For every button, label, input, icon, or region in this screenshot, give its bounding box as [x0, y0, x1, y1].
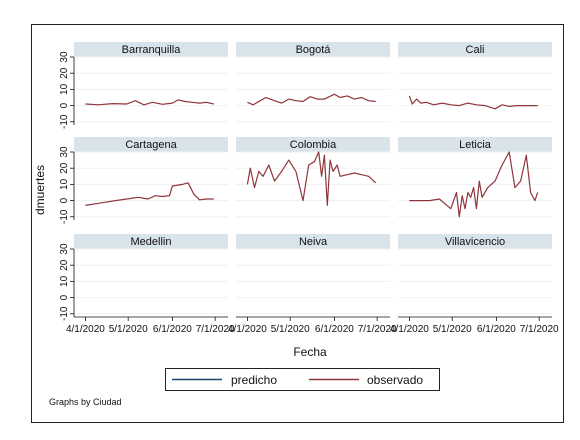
panel-medellin-y-tick-label-2: 10: [59, 275, 70, 287]
facet-panels: Barranquilla -10 0 10 20 30 Bogotá Cali Cartagen…: [59, 42, 559, 335]
panel-cali-title: Cali: [466, 44, 485, 56]
panel-villavicencio-x-tick-label-2: 6/1/2020: [477, 324, 516, 335]
panel-villavicencio-title: Villavicencio: [445, 236, 505, 248]
panel-barranquilla-y-tick-label-2: 10: [59, 83, 70, 95]
panel-neiva: Neiva 4/1/2020 5/1/2020 6/1/2020 7/1/2020: [228, 234, 397, 335]
panel-barranquilla-title: Barranquilla: [122, 44, 182, 56]
legend-box: [165, 368, 440, 391]
panel-neiva-x-tick-label-2: 6/1/2020: [315, 324, 354, 335]
panel-cartagena-title: Cartagena: [125, 139, 177, 151]
panel-villavicencio-x-tick-label-0: 4/1/2020: [390, 324, 429, 335]
panel-neiva-x-tick-label-3: 7/1/2020: [358, 324, 397, 335]
legend-label-observado: observado: [367, 373, 423, 387]
panel-leticia-title: Leticia: [459, 139, 492, 151]
panel-cartagena-y-tick-label-0: -10: [59, 209, 70, 224]
panel-colombia-series-observado: [246, 151, 377, 206]
panel-barranquilla-y-tick-label-3: 20: [59, 67, 70, 79]
panel-bogota-header: [236, 42, 390, 57]
panel-cartagena-y-tick-label-4: 30: [59, 146, 70, 158]
panel-medellin-x-tick-label-3: 7/1/2020: [196, 324, 235, 335]
panel-leticia: Leticia: [398, 137, 552, 218]
panel-colombia-title: Colombia: [290, 139, 337, 151]
panel-colombia-header: [236, 137, 390, 152]
panel-cali-series-observado: [408, 95, 538, 110]
panel-cartagena-y-tick-label-1: 0: [59, 197, 70, 203]
panel-medellin-x-tick-label-0: 4/1/2020: [66, 324, 105, 335]
panel-medellin-y-tick-label-1: 0: [59, 294, 70, 300]
panel-villavicencio-header: [398, 234, 552, 249]
panel-medellin-y-tick-label-4: 30: [59, 243, 70, 255]
panel-medellin-x-tick-label-1: 5/1/2020: [109, 324, 148, 335]
panel-medellin-header: [74, 234, 228, 249]
panel-cali-header: [398, 42, 552, 57]
panel-medellin-x-tick-label-2: 6/1/2020: [153, 324, 192, 335]
chart-frame: [31, 24, 564, 423]
panel-cali: Cali: [398, 42, 552, 123]
panel-bogota-series-observado: [247, 93, 376, 106]
graphs-note: Graphs by Ciudad: [49, 397, 122, 407]
panel-neiva-x-tick-label-1: 5/1/2020: [271, 324, 310, 335]
panel-cartagena-y-tick-label-2: 10: [59, 178, 70, 190]
panel-cartagena: Cartagena -10 0 10 20 30: [59, 137, 228, 224]
panel-medellin-title: Medellin: [131, 236, 172, 248]
panel-barranquilla-header: [74, 42, 228, 57]
panel-neiva-title: Neiva: [299, 236, 328, 248]
panel-bogota: Bogotá: [236, 42, 390, 123]
panel-medellin-y-tick-label-0: -10: [59, 306, 70, 321]
panel-barranquilla-series-observado: [85, 99, 214, 106]
panel-cartagena-series-observado: [85, 182, 214, 206]
panel-barranquilla-y-tick-label-1: 0: [59, 102, 70, 108]
panel-medellin: Medellin -10 0 10 20 30 4/1/2020 5/1/2020 6/1/20…: [59, 234, 235, 335]
panel-leticia-header: [398, 137, 552, 152]
panel-villavicencio-x-tick-label-3: 7/1/2020: [520, 324, 559, 335]
panel-barranquilla-y-tick-label-0: -10: [59, 114, 70, 129]
panel-villavicencio: Villavicencio 4/1/2020 5/1/2020 6/1/2020 7/1…: [390, 234, 559, 335]
panel-cartagena-y-tick-label-3: 20: [59, 162, 70, 174]
panel-barranquilla-y-tick-label-4: 30: [59, 51, 70, 63]
panel-bogota-title: Bogotá: [296, 44, 332, 56]
legend-label-predicho: predicho: [231, 373, 277, 387]
panel-colombia: Colombia: [236, 137, 390, 218]
y-axis-title: dmuertes: [33, 165, 47, 215]
x-axis-title: Fecha: [293, 345, 327, 359]
panel-leticia-series-observado: [409, 151, 539, 218]
panel-cartagena-header: [74, 137, 228, 152]
panel-medellin-y-tick-label-3: 20: [59, 259, 70, 271]
panel-neiva-x-tick-label-0: 4/1/2020: [228, 324, 267, 335]
panel-barranquilla: Barranquilla -10 0 10 20 30: [59, 42, 228, 129]
panel-villavicencio-x-tick-label-1: 5/1/2020: [433, 324, 472, 335]
panel-neiva-header: [236, 234, 390, 249]
legend: predicho observado: [165, 368, 440, 391]
